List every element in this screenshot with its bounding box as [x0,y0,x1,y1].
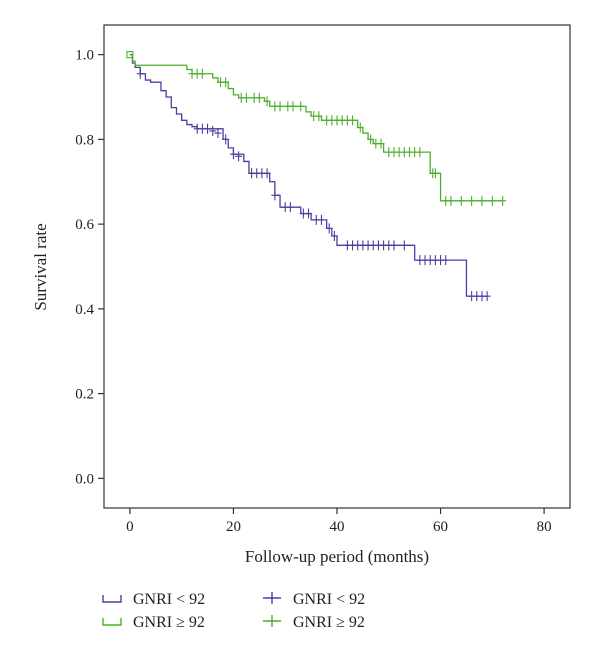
censor-mark [263,168,271,179]
censor-mark [478,195,486,206]
censor-mark [198,68,206,79]
censor-mark [483,291,491,302]
x-axis-title: Follow-up period (months) [245,547,429,566]
start-marker [126,51,134,59]
legend-label: GNRI ≥ 92 [293,614,365,631]
censor-mark [457,195,465,206]
censor-mark [305,208,313,219]
legend-step-symbol [102,595,122,603]
censor-mark [263,96,271,107]
x-axis-ticks: 0 20 40 60 80 [126,508,552,535]
censor-mark [447,195,455,206]
y-axis-ticks: 0.0 0.2 0.4 0.6 0.8 1.0 [75,48,104,487]
censor-mark [297,101,305,112]
plot-frame [103,24,571,509]
y-tick-label: 0.4 [75,302,94,318]
x-tick-label: 0 [126,519,134,535]
censor-mark [416,147,424,158]
legend-item-gnri-high-censor: GNRI ≥ 92 [263,614,365,631]
censor-mark [209,125,217,136]
censor-mark [242,92,250,103]
legend: GNRI < 92 GNRI ≥ 92 GNRI < 92 GNRI ≥ 92 [102,591,365,631]
censor-mark [222,134,230,145]
legend-item-gnri-low-step: GNRI < 92 [102,591,205,608]
censor-mark [276,101,284,112]
censor-mark [367,134,375,145]
censor-mark [271,190,279,201]
censor-mark [377,138,385,149]
y-tick-label: 0.0 [75,471,94,487]
censor-mark [400,240,408,251]
censor-mark [325,223,333,234]
censor-mark [468,195,476,206]
legend-item-gnri-low-censor: GNRI < 92 [263,591,365,608]
legend-censor-symbol [263,592,281,604]
legend-label: GNRI ≥ 92 [133,614,205,631]
legend-censor-symbol [263,615,281,627]
censor-mark [204,123,212,134]
censor-mark [431,168,439,179]
censor-mark [136,68,144,79]
censor-mark [286,202,294,213]
censor-mark [255,92,263,103]
survival-curve-gnri-high [129,54,503,202]
y-tick-label: 1.0 [75,48,94,64]
censor-mark [349,115,357,126]
censor-mark [222,77,230,88]
x-tick-label: 20 [226,519,241,535]
censor-mark [289,101,297,112]
y-tick-label: 0.6 [75,217,94,233]
y-tick-label: 0.2 [75,387,94,403]
censor-mark [442,255,450,266]
x-tick-label: 60 [433,519,448,535]
legend-item-gnri-high-step: GNRI ≥ 92 [102,614,205,631]
censor-mark [499,195,507,206]
censor-mark [229,149,237,160]
censor-marks [126,51,507,302]
censor-mark [317,214,325,225]
y-axis-title: Survival rate [31,223,50,310]
censor-mark [214,128,222,139]
x-tick-label: 40 [330,519,345,535]
y-tick-label: 0.8 [75,132,94,148]
censor-mark [356,122,364,133]
legend-step-symbol [102,618,122,626]
censor-mark [330,230,338,241]
censor-mark [235,151,243,162]
legend-label: GNRI < 92 [133,591,205,608]
censor-mark [390,240,398,251]
censor-mark [315,111,323,122]
x-tick-label: 80 [537,519,552,535]
legend-label: GNRI < 92 [293,591,365,608]
censor-mark [488,195,496,206]
